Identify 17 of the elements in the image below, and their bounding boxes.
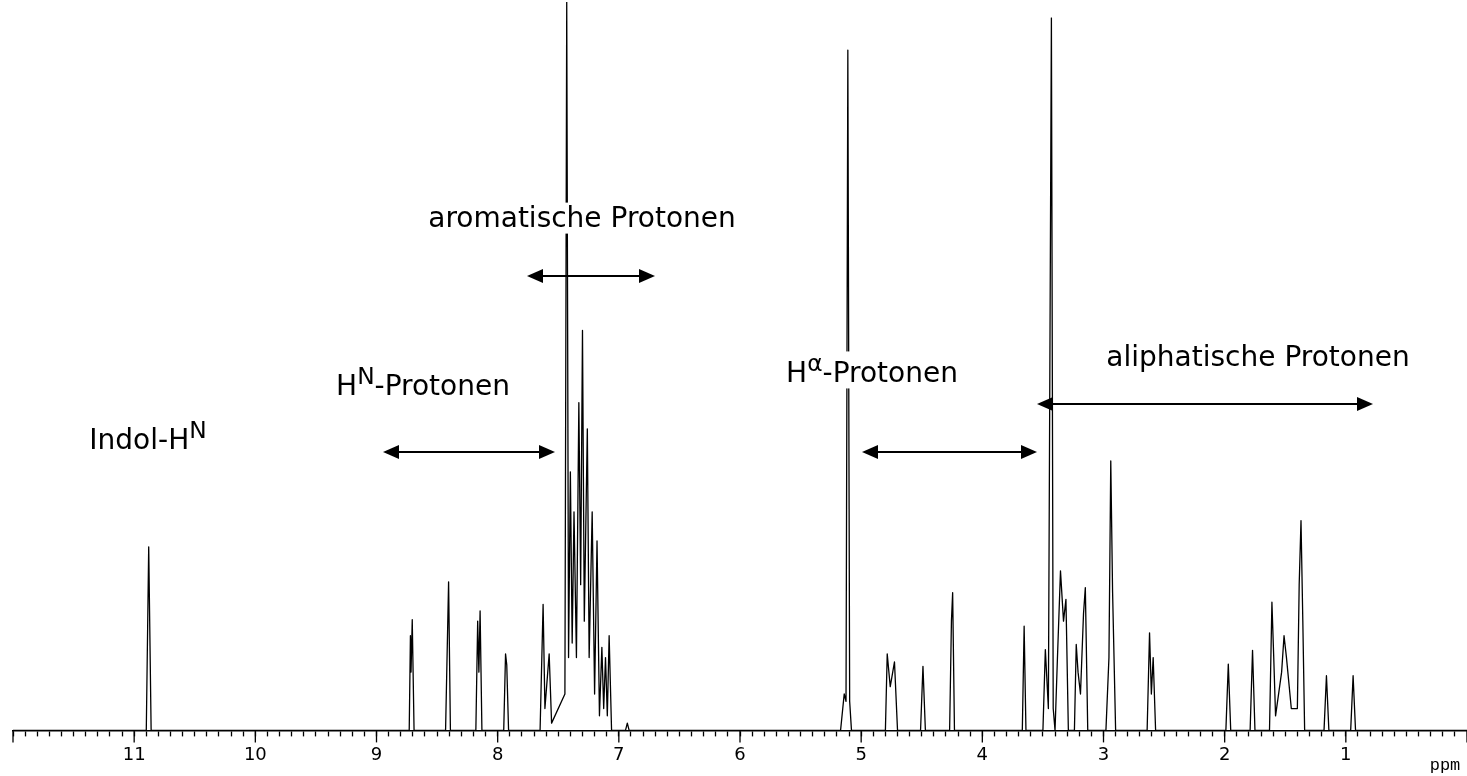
x-tick-label: 2 [1218, 742, 1231, 764]
x-tick-label: 7 [613, 742, 625, 764]
annotation: Indol-H$^{N}$ [89, 416, 207, 456]
x-tick-label: 10 [243, 742, 267, 764]
annotation: aliphatische Protonen [1106, 339, 1410, 373]
x-tick-label: 4 [976, 742, 989, 764]
x-tick-label: 11 [122, 742, 146, 764]
annotation: H$^{α}$-Protonen [786, 349, 958, 389]
x-tick-label: 9 [370, 742, 383, 764]
x-tick-label: 8 [491, 742, 504, 764]
x-axis-title: ppm [1429, 755, 1461, 775]
x-tick-label: 6 [734, 742, 746, 764]
annotation: H$^{N}$-Protonen [336, 362, 510, 402]
x-tick-label: 5 [855, 742, 867, 764]
x-tick-label: 3 [1097, 742, 1110, 764]
annotation: aromatische Protonen [428, 200, 736, 234]
x-tick-label: 1 [1340, 742, 1352, 764]
